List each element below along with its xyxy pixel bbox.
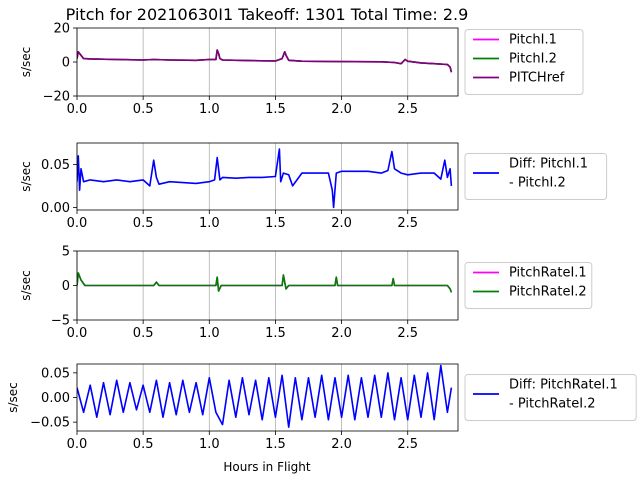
legend-label-1: - PitchI.2: [509, 176, 566, 191]
plot-frame: [76, 142, 459, 211]
series-line-1: [77, 272, 453, 293]
x-tick-label-4: 2.0: [331, 102, 352, 117]
x-axis-label: Hours in Flight: [223, 460, 311, 474]
x-tick-label-4: 2.0: [331, 326, 352, 341]
y-tick-label-0: −5: [51, 314, 70, 329]
x-tick-label-5: 2.5: [397, 437, 418, 452]
x-tick-label-3: 1.5: [265, 437, 286, 452]
legend: Diff: PitchRateI.1 - PitchRateI.2: [464, 374, 637, 421]
series-line-1: [77, 364, 453, 428]
x-tick-label-1: 0.5: [133, 102, 154, 117]
y-axis-label: s/sec: [19, 270, 33, 301]
legend-label-1: Diff: PitchI.1: [509, 157, 588, 172]
x-tick-label-1: 0.5: [133, 437, 154, 452]
x-tick-label-5: 2.5: [397, 102, 418, 117]
x-tick-label-2: 1.0: [199, 216, 220, 231]
legend-label-2: PitchRateI.2: [509, 285, 587, 300]
x-tick-label-3: 1.5: [265, 102, 286, 117]
y-tick-label-2: 5: [62, 245, 70, 260]
legend-box: [464, 262, 593, 309]
x-tick-label-4: 2.0: [331, 216, 352, 231]
x-tick-label-2: 1.0: [199, 102, 220, 117]
legend-label-2: PitchI.2: [509, 52, 557, 67]
series-line-3: [77, 49, 453, 73]
x-tick-label-1: 0.5: [133, 326, 154, 341]
y-tick-label-2: 0.05: [41, 366, 70, 381]
x-tick-label-5: 2.5: [397, 216, 418, 231]
legend: Diff: PitchI.1 - PitchI.2: [464, 153, 608, 200]
x-tick-label-0: 0.0: [67, 326, 88, 341]
y-tick-label-1: 0.05: [41, 158, 70, 173]
y-tick-label-1: 0: [62, 56, 70, 71]
y-axis-label: s/sec: [19, 161, 33, 192]
legend-label-1: PitchRateI.1: [509, 266, 587, 281]
x-tick-label-3: 1.5: [265, 216, 286, 231]
y-tick-label-2: 20: [53, 22, 70, 37]
x-tick-label-5: 2.5: [397, 326, 418, 341]
x-tick-label-0: 0.0: [67, 216, 88, 231]
y-tick-label-0: 0.00: [41, 201, 70, 216]
x-tick-label-4: 2.0: [331, 437, 352, 452]
series-line-2: [77, 272, 453, 293]
series-line-1: [77, 148, 453, 209]
x-tick-label-0: 0.0: [67, 102, 88, 117]
y-tick-label-0: −20: [43, 90, 70, 105]
legend-label-1: PitchI.1: [509, 33, 557, 48]
subplot-4: 0.0 0.5 1.0 1.5 2.0 2.5 −0.05 0.00 0.05 s/sec Diff…: [6, 363, 637, 452]
plot-frame: [76, 27, 459, 97]
x-tick-label-1: 0.5: [133, 216, 154, 231]
y-axis-label: s/sec: [6, 382, 20, 413]
y-tick-label-0: −0.05: [30, 416, 70, 431]
y-tick-label-1: 0.00: [41, 391, 70, 406]
x-tick-label-0: 0.0: [67, 437, 88, 452]
subplot-1: 0.0 0.5 1.0 1.5 2.0 2.5−20020s/secPitchI.1Pit…: [19, 22, 584, 117]
legend: PitchI.1 PitchI.2 PITCHref: [464, 29, 584, 95]
legend-label-3: PITCHref: [509, 71, 565, 86]
subplot-2: 0.0 0.5 1.0 1.5 2.0 2.5 0.00 0.05 s/sec Diff: Pit…: [19, 142, 608, 231]
legend-box: [464, 374, 637, 421]
legend-box: [464, 153, 608, 200]
figure-title: Pitch for 20210630I1 Takeoff: 1301 Total…: [66, 5, 469, 24]
legend-label-1: Diff: PitchRateI.1: [509, 378, 618, 393]
y-tick-label-1: 0: [62, 279, 70, 294]
subplots: 0.0 0.5 1.0 1.5 2.0 2.5−20020s/secPitchI.1Pit…: [6, 22, 637, 452]
legend-label-1: - PitchRateI.2: [509, 397, 596, 412]
y-axis-label: s/sec: [19, 47, 33, 78]
x-tick-label-3: 1.5: [265, 326, 286, 341]
x-tick-label-2: 1.0: [199, 437, 220, 452]
x-tick-label-2: 1.0: [199, 326, 220, 341]
legend: PitchRateI.1 PitchRateI.2: [464, 262, 593, 309]
